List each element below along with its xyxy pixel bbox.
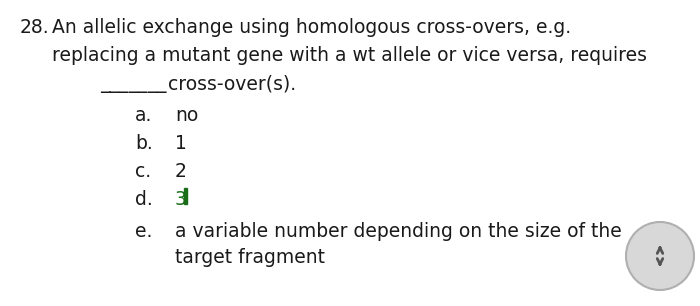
Bar <box>183 188 186 203</box>
Text: 2: 2 <box>175 162 187 181</box>
Circle shape <box>626 222 694 290</box>
Text: c.: c. <box>135 162 151 181</box>
Text: cross-over(s).: cross-over(s). <box>162 74 296 93</box>
Text: d.: d. <box>135 190 153 209</box>
Text: a.: a. <box>135 106 153 125</box>
Text: _______: _______ <box>100 74 167 93</box>
Text: 28.: 28. <box>20 18 50 37</box>
Text: e.: e. <box>135 222 153 241</box>
Text: b.: b. <box>135 134 153 153</box>
Text: replacing a mutant gene with a wt allele or vice versa, requires: replacing a mutant gene with a wt allele… <box>52 46 647 65</box>
Text: no: no <box>175 106 198 125</box>
Text: 3: 3 <box>175 190 187 209</box>
Text: a variable number depending on the size of the: a variable number depending on the size … <box>175 222 622 241</box>
Text: An allelic exchange using homologous cross-overs, e.g.: An allelic exchange using homologous cro… <box>52 18 571 37</box>
Text: 1: 1 <box>175 134 187 153</box>
Text: target fragment: target fragment <box>175 248 325 267</box>
